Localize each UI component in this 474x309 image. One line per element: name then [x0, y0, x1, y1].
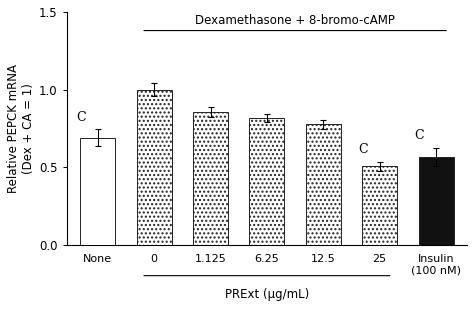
Text: C: C	[358, 143, 367, 156]
Bar	[80, 138, 115, 245]
Text: C: C	[414, 129, 424, 142]
Text: C: C	[76, 111, 86, 124]
Text: PRExt (μg/mL): PRExt (μg/mL)	[225, 288, 309, 301]
Text: Dexamethasone + 8-bromo-cAMP: Dexamethasone + 8-bromo-cAMP	[195, 15, 395, 28]
Bar	[362, 166, 397, 245]
Y-axis label: Relative PEPCK mRNA
(Dex + CA = 1): Relative PEPCK mRNA (Dex + CA = 1)	[7, 64, 35, 193]
Bar	[306, 125, 341, 245]
Bar	[419, 157, 454, 245]
Bar	[137, 90, 172, 245]
Bar	[193, 112, 228, 245]
Bar	[249, 118, 284, 245]
